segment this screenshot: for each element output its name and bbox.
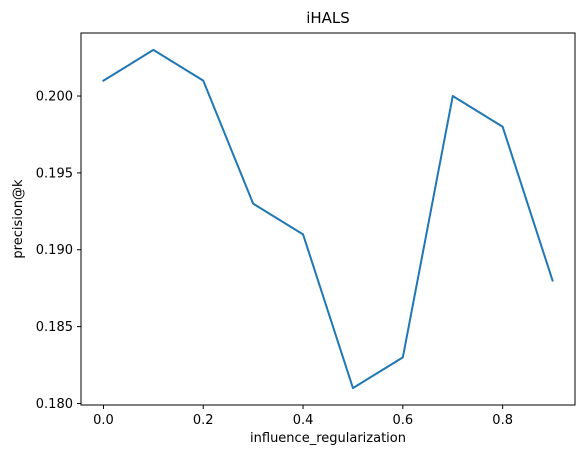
y-tick-label: 0.180 (36, 397, 73, 412)
x-axis-title: influence_regularization (250, 431, 406, 446)
x-tick-label: 0.8 (492, 413, 513, 428)
x-axis-ticks: 0.0 0.2 0.4 0.6 0.8 (93, 405, 513, 428)
x-tick-label: 0.0 (93, 413, 114, 428)
x-tick-label: 0.2 (193, 413, 214, 428)
x-tick-label: 0.6 (393, 413, 414, 428)
axes-frame (80, 32, 576, 406)
y-tick-label: 0.185 (36, 320, 73, 335)
chart-title: iHALS (306, 9, 350, 27)
y-tick-label: 0.190 (36, 243, 73, 258)
plot-area (102, 48, 554, 390)
series-line (102, 48, 554, 390)
x-tick-label: 0.4 (293, 413, 314, 428)
y-axis-ticks: 0.180 0.185 0.190 0.195 0.200 (36, 90, 81, 412)
y-tick-label: 0.195 (36, 166, 73, 181)
y-tick-label: 0.200 (36, 90, 73, 105)
y-axis-title: precision@k (11, 179, 26, 259)
